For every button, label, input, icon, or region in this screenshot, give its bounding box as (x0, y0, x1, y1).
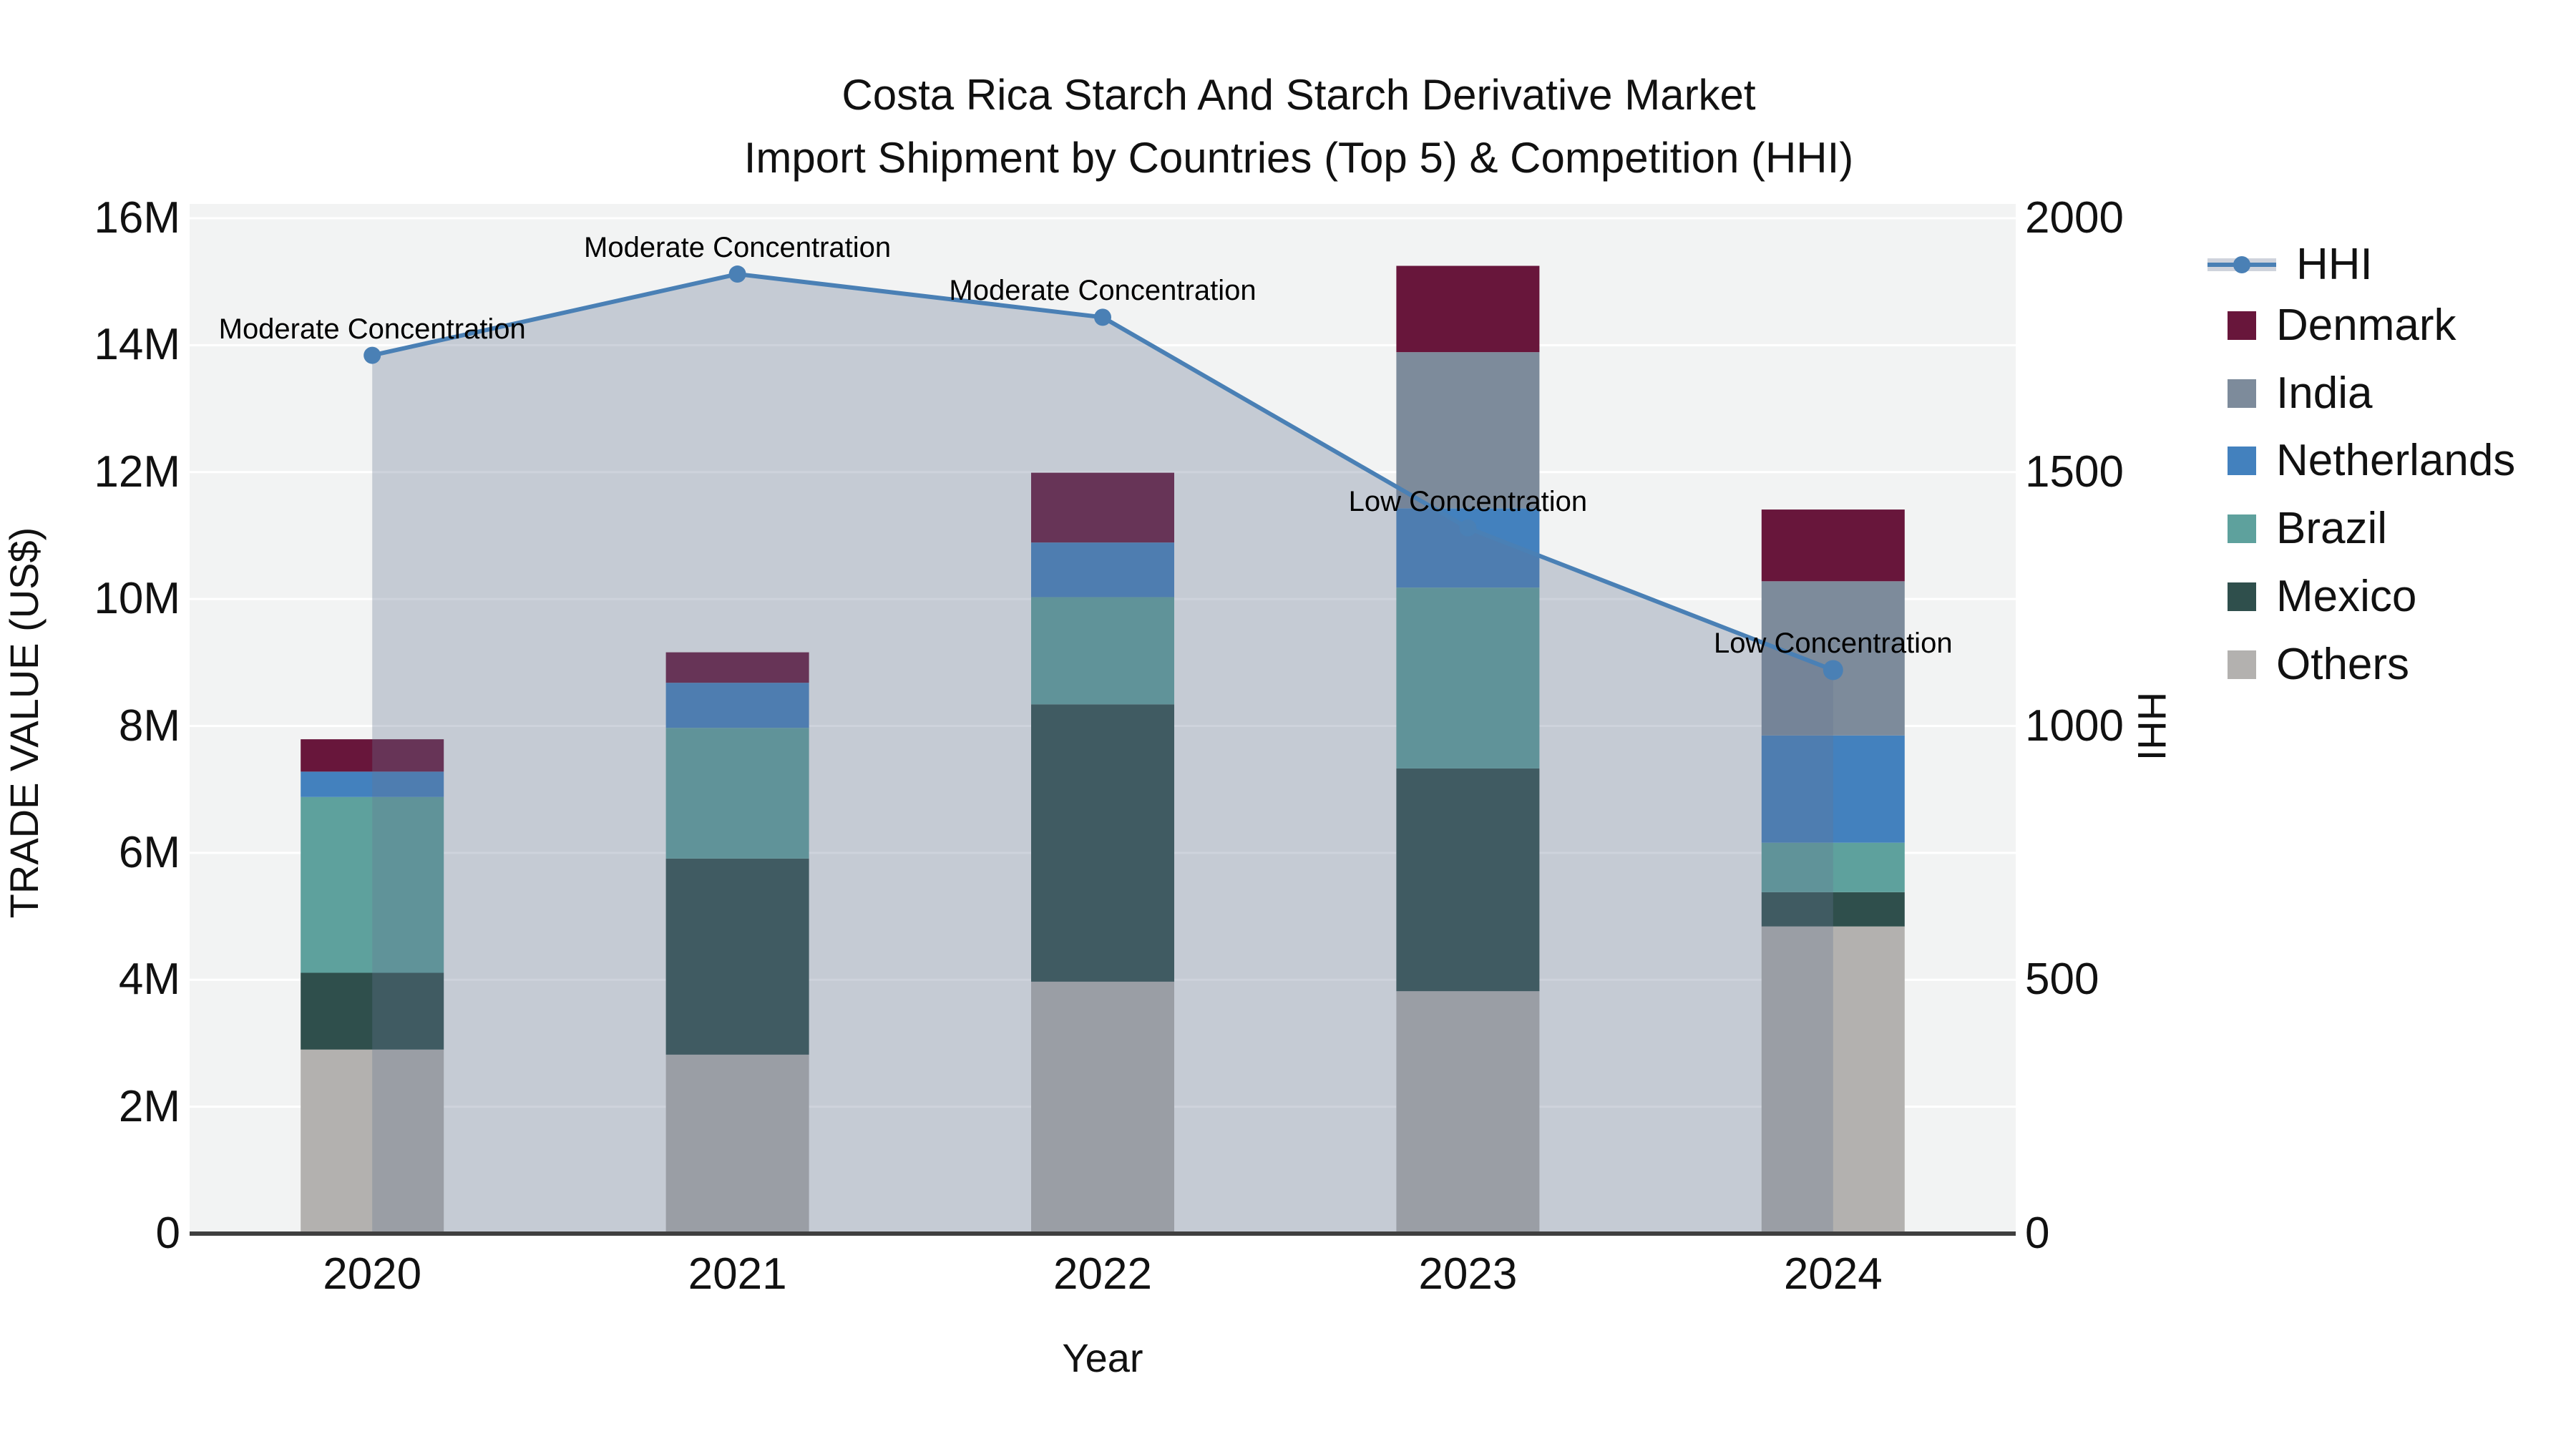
bar-segment-denmark-2022 (1031, 472, 1174, 543)
bar-segment-brazil-2023 (1396, 587, 1540, 769)
bar-segment-mexico-2024 (1761, 892, 1905, 927)
legend-label-others: Others (2276, 640, 2410, 689)
left-tick-10M: 10M (94, 574, 180, 624)
legend-swatch-india (2228, 379, 2256, 408)
bar-segment-others-2023 (1396, 991, 1540, 1234)
hhi-area-fill (372, 274, 1833, 1234)
legend-item-mexico[interactable]: Mexico (2207, 563, 2416, 630)
hhi-line-legend-icon (2207, 250, 2276, 279)
right-axis-title: HHI (2129, 691, 2175, 761)
bar-segment-mexico-2022 (1031, 704, 1174, 982)
hhi-marker-2024 (1823, 660, 1843, 680)
legend-label-hhi: HHI (2296, 240, 2373, 289)
legend-swatch-brazil (2228, 514, 2256, 543)
right-tick-1000: 1000 (2025, 701, 2124, 751)
bar-segment-netherlands-2024 (1761, 735, 1905, 843)
legend-swatch-mexico (2228, 582, 2256, 611)
legend-swatch-others (2228, 650, 2256, 679)
x-axis-title: Year (1062, 1335, 1143, 1380)
left-tick-4M: 4M (118, 955, 180, 1005)
bar-segment-others-2020 (301, 1049, 444, 1234)
bar-segment-denmark-2023 (1396, 265, 1540, 353)
hhi-marker-2022 (1094, 308, 1111, 326)
legend-item-netherlands[interactable]: Netherlands (2207, 427, 2515, 494)
bar-segment-netherlands-2022 (1031, 542, 1174, 597)
bar-segment-netherlands-2020 (301, 771, 444, 797)
bar-segment-brazil-2022 (1031, 597, 1174, 705)
legend-label-mexico: Mexico (2276, 572, 2417, 621)
left-tick-0: 0 (155, 1209, 180, 1258)
right-tick-2000: 2000 (2025, 193, 2124, 243)
left-tick-14M: 14M (94, 320, 180, 370)
legend-item-brazil[interactable]: Brazil (2207, 495, 2387, 562)
bar-segment-brazil-2024 (1761, 842, 1905, 892)
right-tick-1500: 1500 (2025, 447, 2124, 497)
bar-segment-mexico-2020 (301, 972, 444, 1050)
annotation-2020: Moderate Concentration (218, 313, 526, 345)
x-tick-2024: 2024 (1783, 1249, 1883, 1299)
legend-label-india: India (2276, 369, 2373, 418)
annotation-2023: Low Concentration (1348, 485, 1588, 517)
bar-segment-denmark-2021 (665, 652, 809, 683)
legend-label-brazil: Brazil (2276, 504, 2388, 553)
bar-segment-brazil-2020 (301, 796, 444, 973)
x-axis-line (190, 1231, 2016, 1236)
bar-segment-brazil-2021 (665, 728, 809, 859)
hhi-marker-2020 (364, 346, 381, 364)
legend-item-denmark[interactable]: Denmark (2207, 292, 2457, 359)
hhi-marker-2023 (1459, 519, 1477, 537)
left-tick-6M: 6M (118, 827, 180, 877)
bar-segment-mexico-2021 (665, 858, 809, 1055)
hhi-marker-2021 (728, 265, 746, 283)
legend-label-netherlands: Netherlands (2276, 436, 2516, 485)
annotation-2024: Low Concentration (1714, 628, 1953, 660)
bar-segment-denmark-2020 (301, 739, 444, 772)
chart-title-line2: Import Shipment by Countries (Top 5) & C… (743, 134, 1854, 182)
bar-segment-netherlands-2021 (665, 683, 809, 728)
legend-item-hhi[interactable]: HHI (2207, 231, 2373, 298)
legend-swatch-denmark (2228, 311, 2256, 340)
legend: HHI Denmark India Netherlands Brazil Mexico Ot… (2207, 0, 2576, 1449)
bar-segment-india-2024 (1761, 581, 1905, 736)
right-tick-0: 0 (2025, 1209, 2050, 1258)
annotation-2022: Moderate Concentration (949, 275, 1257, 307)
bar-segment-others-2022 (1031, 981, 1174, 1234)
x-tick-2023: 2023 (1418, 1249, 1518, 1299)
bar-segment-others-2024 (1761, 926, 1905, 1234)
chart-title-line1: Costa Rica Starch And Starch Derivative … (841, 71, 1756, 119)
left-tick-8M: 8M (118, 701, 180, 751)
annotation-2021: Moderate Concentration (584, 232, 892, 264)
legend-item-others[interactable]: Others (2207, 631, 2409, 698)
x-tick-2021: 2021 (688, 1249, 787, 1299)
bar-segment-others-2021 (665, 1054, 809, 1234)
left-tick-16M: 16M (94, 193, 180, 243)
bar-segment-india-2023 (1396, 352, 1540, 509)
x-tick-2022: 2022 (1053, 1249, 1152, 1299)
left-tick-2M: 2M (118, 1081, 180, 1131)
left-tick-12M: 12M (94, 447, 180, 497)
bar-segment-mexico-2023 (1396, 768, 1540, 992)
right-tick-500: 500 (2025, 955, 2099, 1005)
legend-swatch-netherlands (2228, 447, 2256, 475)
bar-segment-denmark-2024 (1761, 509, 1905, 582)
legend-item-india[interactable]: India (2207, 360, 2372, 427)
x-tick-2020: 2020 (323, 1249, 422, 1299)
legend-label-denmark: Denmark (2276, 301, 2457, 350)
